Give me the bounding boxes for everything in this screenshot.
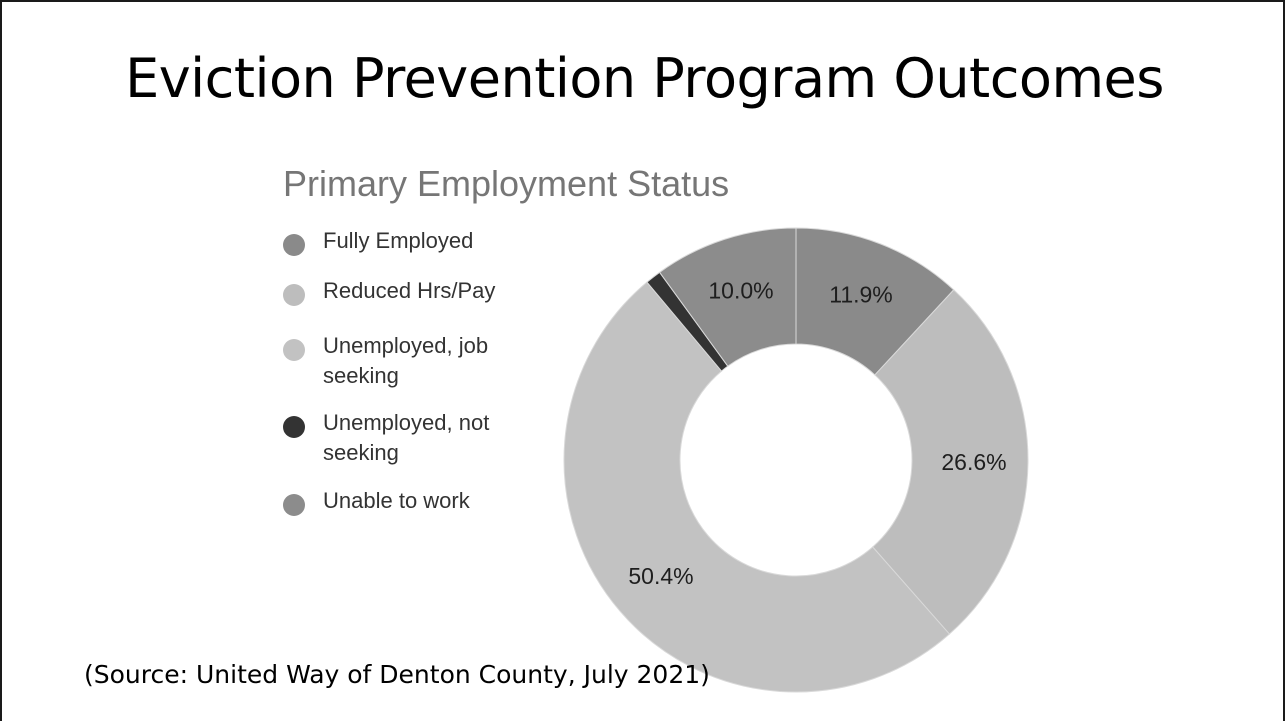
data-label-unable-to-work: 10.0% — [708, 278, 773, 304]
data-label-fully-employed: 11.9% — [829, 281, 893, 307]
legend-swatch — [283, 234, 305, 256]
data-label-reduced-hrs-pay: 26.6% — [941, 449, 1006, 475]
legend-label-line: Unemployed, job — [323, 333, 489, 358]
legend-label: Unable to work — [323, 486, 543, 516]
chart-title: Primary Employment Status — [283, 163, 730, 204]
legend-label-line: Reduced Hrs/Pay — [323, 278, 496, 303]
slice-reduced-hrs-pay — [872, 289, 1029, 635]
legend-label-line: Unemployed, not — [323, 410, 490, 435]
legend-label: Fully Employed — [323, 226, 543, 256]
legend-label: Unemployed, not seeking — [323, 408, 543, 468]
slice-unable-to-work — [658, 227, 797, 367]
legend-label-line: seeking — [323, 440, 399, 465]
legend-label-line: Fully Employed — [323, 228, 474, 253]
data-label-unemployed-job-seeking: 50.4% — [628, 563, 693, 589]
legend-label: Unemployed, job seeking — [323, 331, 543, 391]
legend-swatch — [283, 339, 305, 361]
legend-label-line: seeking — [323, 363, 399, 388]
source-note: (Source: United Way of Denton County, Ju… — [84, 660, 710, 689]
slide-title: Eviction Prevention Program Outcomes — [125, 47, 1164, 110]
legend-label-line: Unable to work — [323, 488, 470, 513]
legend-swatch — [283, 284, 305, 306]
slice-unemployed-job-seeking — [563, 281, 951, 693]
legend-swatch — [283, 494, 305, 516]
legend-label: Reduced Hrs/Pay — [323, 276, 543, 306]
data-labels: 11.9% 26.6% 50.4% 10.0% — [628, 278, 1006, 589]
legend-swatch — [283, 416, 305, 438]
